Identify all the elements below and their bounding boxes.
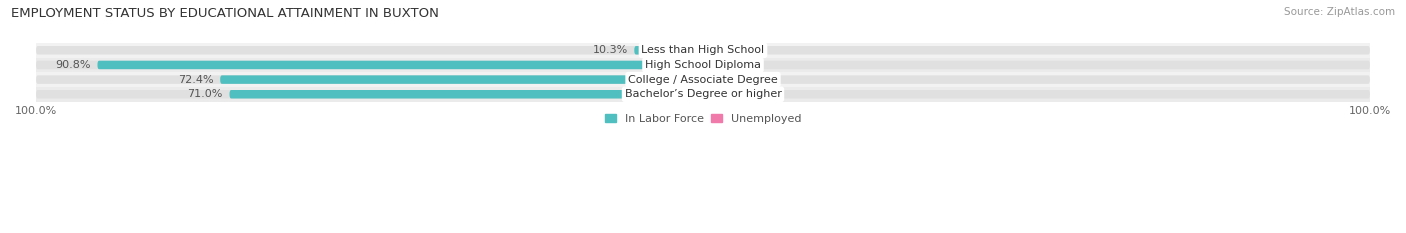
Text: EMPLOYMENT STATUS BY EDUCATIONAL ATTAINMENT IN BUXTON: EMPLOYMENT STATUS BY EDUCATIONAL ATTAINM… [11, 7, 439, 20]
Text: 10.3%: 10.3% [592, 45, 627, 55]
Text: College / Associate Degree: College / Associate Degree [628, 75, 778, 85]
FancyBboxPatch shape [703, 90, 723, 99]
Legend: In Labor Force, Unemployed: In Labor Force, Unemployed [600, 109, 806, 128]
Text: Bachelor’s Degree or higher: Bachelor’s Degree or higher [624, 89, 782, 99]
Text: 0.0%: 0.0% [730, 45, 758, 55]
FancyBboxPatch shape [37, 46, 703, 55]
Text: Less than High School: Less than High School [641, 45, 765, 55]
FancyBboxPatch shape [703, 90, 1369, 99]
Text: 72.4%: 72.4% [179, 75, 214, 85]
Bar [37, 87, 1369, 102]
FancyBboxPatch shape [703, 75, 741, 84]
FancyBboxPatch shape [221, 75, 703, 84]
Text: High School Diploma: High School Diploma [645, 60, 761, 70]
Bar [37, 72, 1369, 87]
FancyBboxPatch shape [703, 61, 1369, 69]
Text: 3.9%: 3.9% [735, 60, 763, 70]
FancyBboxPatch shape [703, 46, 723, 55]
FancyBboxPatch shape [37, 75, 703, 84]
FancyBboxPatch shape [703, 61, 728, 69]
FancyBboxPatch shape [37, 90, 703, 99]
Text: 90.8%: 90.8% [55, 60, 91, 70]
FancyBboxPatch shape [229, 90, 703, 99]
Text: 5.6%: 5.6% [747, 75, 775, 85]
Bar [37, 58, 1369, 72]
FancyBboxPatch shape [37, 61, 703, 69]
FancyBboxPatch shape [97, 61, 703, 69]
FancyBboxPatch shape [703, 46, 1369, 55]
Text: 71.0%: 71.0% [187, 89, 222, 99]
Text: Source: ZipAtlas.com: Source: ZipAtlas.com [1284, 7, 1395, 17]
FancyBboxPatch shape [634, 46, 703, 55]
Text: 0.0%: 0.0% [730, 89, 758, 99]
FancyBboxPatch shape [703, 75, 1369, 84]
Bar [37, 43, 1369, 58]
